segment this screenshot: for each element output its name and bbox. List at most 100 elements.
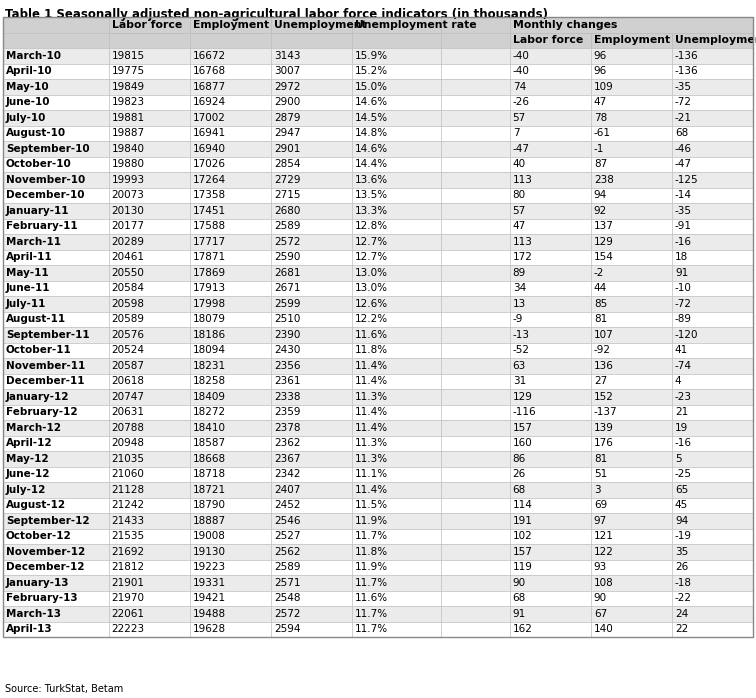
Bar: [109, 591, 190, 606]
Bar: [3, 389, 109, 405]
Bar: [441, 606, 510, 621]
Bar: [3, 544, 109, 560]
Bar: [590, 141, 672, 156]
Bar: [190, 48, 271, 64]
Text: 2390: 2390: [274, 329, 300, 340]
Text: February-13: February-13: [6, 593, 78, 603]
Text: 94: 94: [675, 516, 688, 526]
Bar: [672, 249, 753, 265]
Bar: [271, 94, 352, 110]
Bar: [672, 33, 753, 48]
Text: 16924: 16924: [193, 97, 226, 107]
Text: 2562: 2562: [274, 547, 300, 557]
Bar: [510, 188, 590, 203]
Bar: [672, 466, 753, 482]
Text: -61: -61: [593, 128, 611, 138]
Text: 12.7%: 12.7%: [355, 237, 388, 247]
Text: -22: -22: [675, 593, 692, 603]
Text: 19008: 19008: [193, 531, 225, 541]
Bar: [190, 528, 271, 544]
Bar: [590, 94, 672, 110]
Text: 47: 47: [513, 221, 526, 231]
Text: 20177: 20177: [112, 221, 144, 231]
Text: 45: 45: [675, 500, 688, 510]
Text: -47: -47: [675, 159, 692, 169]
Text: November-12: November-12: [6, 547, 85, 557]
Bar: [3, 327, 109, 343]
Bar: [672, 343, 753, 358]
Bar: [271, 451, 352, 466]
Text: 13.5%: 13.5%: [355, 191, 388, 200]
Bar: [271, 482, 352, 498]
Text: 18410: 18410: [193, 423, 226, 433]
Text: 19887: 19887: [112, 128, 144, 138]
Bar: [672, 405, 753, 420]
Bar: [109, 172, 190, 188]
Bar: [441, 343, 510, 358]
Text: 2356: 2356: [274, 361, 300, 371]
Text: 2715: 2715: [274, 191, 300, 200]
Text: Monthly changes: Monthly changes: [513, 20, 617, 30]
Text: 108: 108: [593, 578, 614, 588]
Bar: [190, 343, 271, 358]
Bar: [109, 311, 190, 327]
Bar: [441, 33, 510, 48]
Text: 19628: 19628: [193, 624, 226, 634]
Bar: [441, 482, 510, 498]
Bar: [441, 64, 510, 79]
Bar: [109, 156, 190, 172]
Text: 47: 47: [593, 97, 607, 107]
Bar: [510, 33, 590, 48]
Bar: [510, 591, 590, 606]
Bar: [109, 48, 190, 64]
Bar: [271, 218, 352, 234]
Text: 3: 3: [593, 484, 600, 495]
Text: 16941: 16941: [193, 128, 226, 138]
Bar: [441, 405, 510, 420]
Bar: [352, 466, 441, 482]
Bar: [352, 203, 441, 218]
Bar: [3, 358, 109, 373]
Text: 16672: 16672: [193, 51, 226, 61]
Text: 14.4%: 14.4%: [355, 159, 388, 169]
Text: 20550: 20550: [112, 268, 144, 278]
Text: -52: -52: [513, 346, 530, 355]
Bar: [441, 172, 510, 188]
Bar: [3, 156, 109, 172]
Text: 2671: 2671: [274, 283, 300, 293]
Bar: [441, 528, 510, 544]
Text: 57: 57: [513, 206, 526, 216]
Text: 18079: 18079: [193, 314, 226, 325]
Text: 19840: 19840: [112, 144, 144, 154]
Text: 74: 74: [513, 82, 526, 91]
Text: 14.5%: 14.5%: [355, 113, 388, 123]
Text: 152: 152: [593, 392, 614, 402]
Bar: [3, 528, 109, 544]
Text: January-11: January-11: [6, 206, 70, 216]
Text: 35: 35: [675, 547, 688, 557]
Text: 20524: 20524: [112, 346, 144, 355]
Text: October-12: October-12: [6, 531, 72, 541]
Text: 22223: 22223: [112, 624, 144, 634]
Text: 2571: 2571: [274, 578, 300, 588]
Text: 93: 93: [593, 563, 607, 572]
Bar: [672, 327, 753, 343]
Text: 139: 139: [593, 423, 614, 433]
Text: 5: 5: [675, 454, 681, 463]
Bar: [590, 451, 672, 466]
Bar: [510, 281, 590, 296]
Bar: [271, 17, 352, 33]
Text: 34: 34: [513, 283, 526, 293]
Text: 18094: 18094: [193, 346, 226, 355]
Bar: [672, 389, 753, 405]
Text: 119: 119: [513, 563, 532, 572]
Bar: [190, 110, 271, 126]
Bar: [590, 126, 672, 141]
Bar: [271, 17, 352, 33]
Bar: [352, 575, 441, 591]
Bar: [510, 343, 590, 358]
Text: 2947: 2947: [274, 128, 300, 138]
Text: -46: -46: [675, 144, 692, 154]
Bar: [109, 327, 190, 343]
Text: 20584: 20584: [112, 283, 144, 293]
